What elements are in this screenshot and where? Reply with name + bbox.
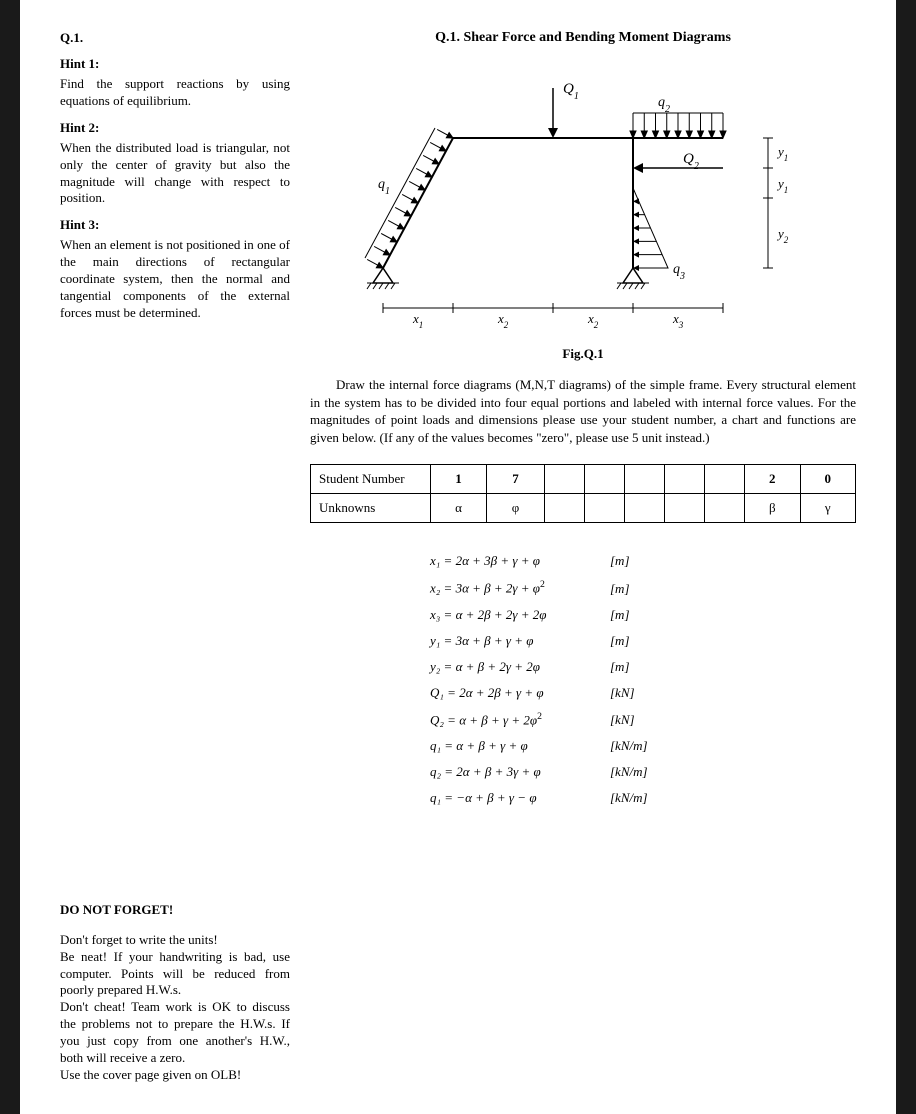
equation-row: q₁ = −α + β + γ − φ[kN/m] (430, 790, 856, 806)
equation-expression: x₁ = 2α + 3β + γ + φ (430, 553, 610, 569)
structural-diagram-svg: q1 Q1 q2 Q2 q3 (310, 58, 856, 338)
equations-block: x₁ = 2α + 3β + γ + φ[m]x₂ = 3α + β + 2γ … (430, 553, 856, 806)
student-digit (624, 465, 664, 494)
unknown-symbol (624, 494, 664, 523)
student-digit (544, 465, 584, 494)
label-Q1-load: Q1 (563, 81, 579, 102)
label-y1b: y1 (776, 176, 788, 195)
equation-unit: [m] (610, 553, 630, 569)
equation-expression: x₃ = α + 2β + 2γ + 2φ (430, 607, 610, 623)
equation-expression: y₁ = 3α + β + γ + φ (430, 633, 610, 649)
unknown-symbol (664, 494, 704, 523)
hint1-text: Find the support reactions by using equa… (60, 76, 290, 110)
do-not-forget-text: Don't forget to write the units!Be neat!… (60, 932, 290, 1084)
equation-unit: [m] (610, 607, 630, 623)
unknown-symbol: α (431, 494, 487, 523)
table-row: Unknowns α φ β γ (311, 494, 856, 523)
equation-expression: Q₁ = 2α + 2β + γ + φ (430, 685, 610, 701)
student-digit: 0 (800, 465, 855, 494)
row-label-unknowns: Unknowns (311, 494, 431, 523)
equation-unit: [m] (610, 633, 630, 649)
label-q3: q3 (673, 262, 685, 282)
equation-row: q₁ = α + β + γ + φ[kN/m] (430, 738, 856, 754)
equation-row: Q₂ = α + β + γ + 2φ2[kN] (430, 711, 856, 728)
student-digit (664, 465, 704, 494)
label-x1: x1 (412, 311, 423, 330)
table-row: Student Number 1 7 2 0 (311, 465, 856, 494)
unknown-symbol (584, 494, 624, 523)
unknown-symbol: β (744, 494, 800, 523)
equation-unit: [kN/m] (610, 790, 648, 806)
right-column: Q.1. Shear Force and Bending Moment Diag… (310, 30, 856, 1084)
student-digit: 2 (744, 465, 800, 494)
row-label-student: Student Number (311, 465, 431, 494)
unknown-symbol (544, 494, 584, 523)
question-label: Q.1. (60, 30, 290, 46)
equation-row: Q₁ = 2α + 2β + γ + φ[kN] (430, 685, 856, 701)
equation-expression: Q₂ = α + β + γ + 2φ2 (430, 711, 610, 728)
problem-statement: Draw the internal force diagrams (M,N,T … (310, 376, 856, 446)
page: Q.1. Hint 1: Find the support reactions … (20, 0, 896, 1114)
section-title: Q.1. Shear Force and Bending Moment Diag… (310, 30, 856, 46)
student-number-table: Student Number 1 7 2 0 Unknowns α φ (310, 464, 856, 523)
equation-row: y₁ = 3α + β + γ + φ[m] (430, 633, 856, 649)
equation-unit: [kN] (610, 712, 635, 728)
equation-unit: [m] (610, 581, 630, 597)
hint2-text: When the distributed load is triangular,… (60, 140, 290, 208)
hint2-label: Hint 2: (60, 120, 290, 136)
label-y2: y2 (776, 226, 789, 245)
student-digit (584, 465, 624, 494)
equation-row: x₃ = α + 2β + 2γ + 2φ[m] (430, 607, 856, 623)
left-column: Q.1. Hint 1: Find the support reactions … (60, 30, 290, 1084)
unknown-symbol: φ (487, 494, 545, 523)
equation-unit: [kN/m] (610, 738, 648, 754)
equation-row: x₁ = 2α + 3β + γ + φ[m] (430, 553, 856, 569)
equation-unit: [m] (610, 659, 630, 675)
student-digit: 7 (487, 465, 545, 494)
label-x2b: x2 (587, 311, 599, 330)
label-y1a: y1 (776, 144, 788, 163)
equation-expression: y₂ = α + β + 2γ + 2φ (430, 659, 610, 675)
unknown-symbol (704, 494, 744, 523)
student-digit: 1 (431, 465, 487, 494)
equation-row: y₂ = α + β + 2γ + 2φ[m] (430, 659, 856, 675)
label-x3: x3 (672, 311, 684, 330)
hint1-label: Hint 1: (60, 56, 290, 72)
equation-expression: q₁ = α + β + γ + φ (430, 738, 610, 754)
figure-caption: Fig.Q.1 (310, 346, 856, 362)
label-q1: q1 (378, 177, 390, 197)
equation-row: q₂ = 2α + β + 3γ + φ[kN/m] (430, 764, 856, 780)
figure-q1: q1 Q1 q2 Q2 q3 (310, 58, 856, 338)
hint3-text: When an element is not positioned in one… (60, 237, 290, 321)
equation-unit: [kN/m] (610, 764, 648, 780)
student-digit (704, 465, 744, 494)
do-not-forget-title: DO NOT FORGET! (60, 902, 290, 918)
equation-expression: x₂ = 3α + β + 2γ + φ2 (430, 579, 610, 596)
equation-unit: [kN] (610, 685, 635, 701)
unknown-symbol: γ (800, 494, 855, 523)
hint3-label: Hint 3: (60, 217, 290, 233)
equation-row: x₂ = 3α + β + 2γ + φ2[m] (430, 579, 856, 596)
equation-expression: q₂ = 2α + β + 3γ + φ (430, 764, 610, 780)
equation-expression: q₁ = −α + β + γ − φ (430, 790, 610, 806)
label-q2: q2 (658, 95, 670, 115)
label-x2a: x2 (497, 311, 509, 330)
